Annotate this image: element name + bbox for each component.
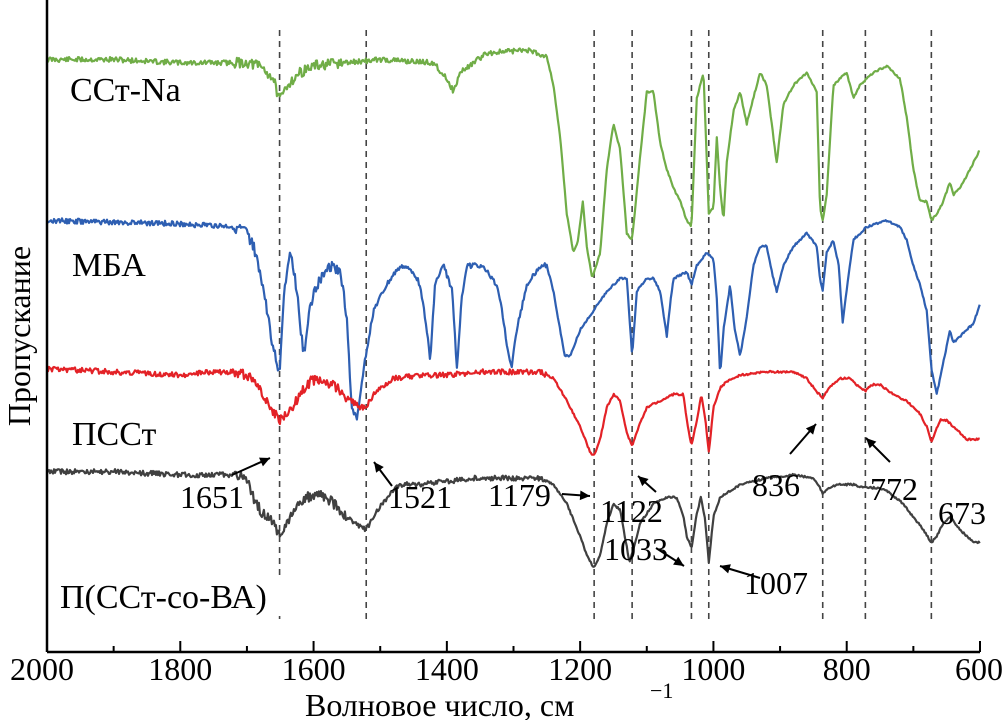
series-label-bg xyxy=(67,71,239,109)
series-label-bg xyxy=(69,246,169,284)
series-label-bg xyxy=(57,578,327,616)
x-tick-label: 600 xyxy=(955,651,1003,687)
series-label: ПССт xyxy=(72,416,156,453)
x-tick-label: 1800 xyxy=(148,651,212,687)
spectra-lines xyxy=(45,47,981,568)
series-line-2 xyxy=(45,365,980,456)
peak-label-1179: 1179 xyxy=(488,477,551,513)
x-tick-label: 1200 xyxy=(548,651,612,687)
x-tick-label: 2000 xyxy=(10,651,74,687)
series-label: ССт-Na xyxy=(70,72,181,109)
peak-arrowhead-1521 xyxy=(374,462,384,473)
peak-arrowhead-1007 xyxy=(720,564,731,574)
peak-arrowhead-1651 xyxy=(259,457,270,467)
series-line-3 xyxy=(46,468,981,568)
series-label: МБА xyxy=(72,247,146,284)
series-line-0 xyxy=(46,47,981,278)
series-labels: ССт-Na МБА ПССт П(ССт-co-ВА) xyxy=(57,71,327,616)
peak-arrowhead-836 xyxy=(805,424,816,435)
peak-label-1651: 1651 xyxy=(180,479,244,515)
peak-label-1007: 1007 xyxy=(744,565,808,601)
series-label: П(ССт-co-ВА) xyxy=(60,579,267,616)
peak-arrowhead-1033 xyxy=(673,556,684,566)
peak-label-673: 673 xyxy=(938,495,986,531)
peak-label-1122: 1122 xyxy=(600,493,663,529)
peak-arrowhead-1179 xyxy=(579,490,590,501)
peak-label-836: 836 xyxy=(752,467,800,503)
y-axis-label: Пропускание xyxy=(1,246,37,426)
series-label-bg xyxy=(69,415,191,453)
x-tick-label: 800 xyxy=(823,651,871,687)
peak-arrowhead-1122 xyxy=(638,476,649,487)
x-tick-label: 1600 xyxy=(282,651,346,687)
x-axis-label: Волновое число, см xyxy=(305,687,574,720)
series-line-1 xyxy=(46,217,981,421)
peak-label-1521: 1521 xyxy=(388,479,452,515)
x-axis-label-superscript: −1 xyxy=(650,678,673,703)
peak-label-772: 772 xyxy=(870,471,918,507)
peak-arrowhead-772 xyxy=(866,438,877,449)
x-tick-label: 1000 xyxy=(681,651,745,687)
x-tick-label: 1400 xyxy=(415,651,479,687)
